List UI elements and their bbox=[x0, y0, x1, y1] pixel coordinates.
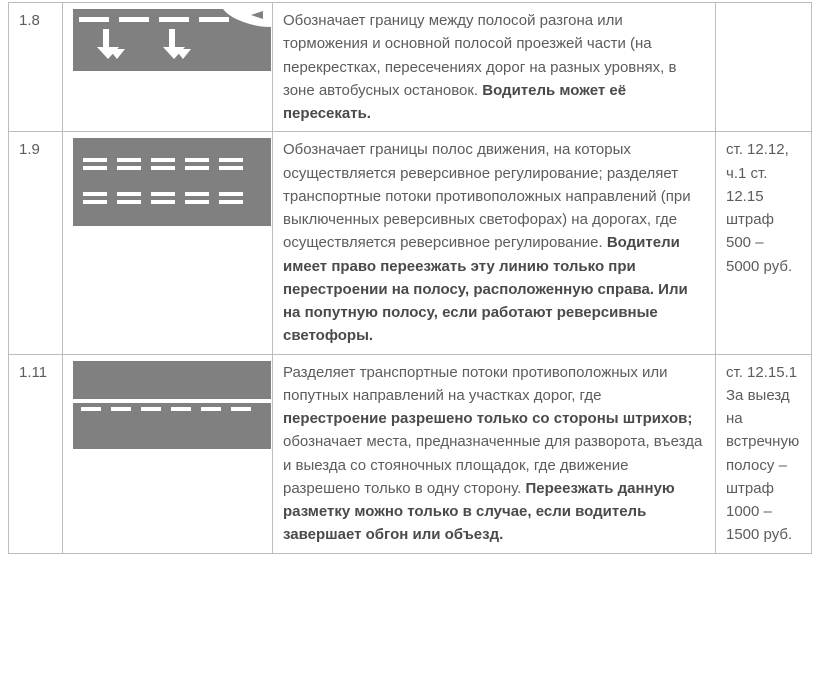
marking-penalty: ст. 12.12, ч.1 ст. 12.15 штраф 500 – 500… bbox=[716, 132, 812, 354]
marking-image-cell bbox=[63, 132, 273, 354]
table-row: 1.11 bbox=[9, 354, 812, 553]
table-row: 1.8 bbox=[9, 3, 812, 132]
road-marking-1-9-icon bbox=[73, 138, 271, 226]
marking-number: 1.8 bbox=[9, 3, 63, 132]
marking-image-cell bbox=[63, 354, 273, 553]
marking-number: 1.9 bbox=[9, 132, 63, 354]
road-marking-1-11-icon bbox=[73, 361, 271, 449]
marking-penalty: ст. 12.15.1 За выезд на встречную полосу… bbox=[716, 354, 812, 553]
marking-description: Обозначает границы полос движения, на ко… bbox=[273, 132, 716, 354]
marking-penalty bbox=[716, 3, 812, 132]
marking-image-cell bbox=[63, 3, 273, 132]
marking-description: Разделяет транспортные потоки противопол… bbox=[273, 354, 716, 553]
markings-table: 1.8 bbox=[8, 2, 812, 554]
marking-number: 1.11 bbox=[9, 354, 63, 553]
marking-description: Обозначает границу между полосой разгона… bbox=[273, 3, 716, 132]
table-row: 1.9 bbox=[9, 132, 812, 354]
road-marking-1-8-icon bbox=[73, 9, 271, 71]
